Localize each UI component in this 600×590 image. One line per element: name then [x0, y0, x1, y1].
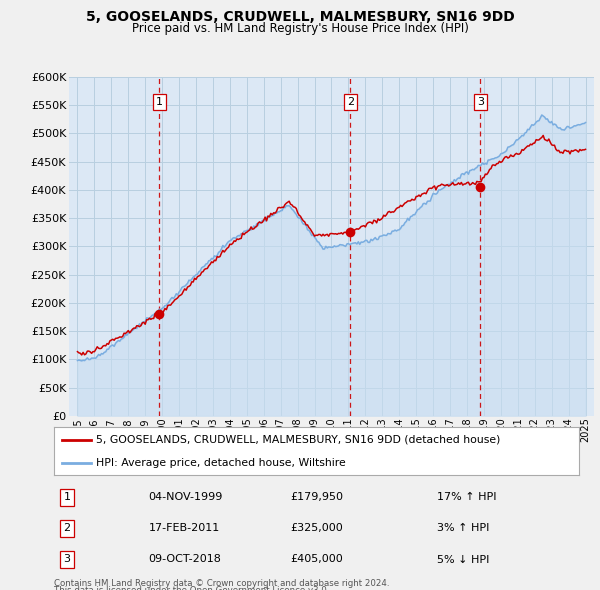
Text: 3: 3 [64, 555, 71, 565]
Text: 3% ↑ HPI: 3% ↑ HPI [437, 523, 490, 533]
Text: 1: 1 [156, 97, 163, 107]
Text: £179,950: £179,950 [290, 492, 343, 502]
Text: 04-NOV-1999: 04-NOV-1999 [149, 492, 223, 502]
Text: Price paid vs. HM Land Registry's House Price Index (HPI): Price paid vs. HM Land Registry's House … [131, 22, 469, 35]
Text: This data is licensed under the Open Government Licence v3.0.: This data is licensed under the Open Gov… [54, 586, 329, 590]
Text: 5, GOOSELANDS, CRUDWELL, MALMESBURY, SN16 9DD: 5, GOOSELANDS, CRUDWELL, MALMESBURY, SN1… [86, 10, 514, 24]
Text: 17% ↑ HPI: 17% ↑ HPI [437, 492, 497, 502]
Text: 1: 1 [64, 492, 71, 502]
Text: 2: 2 [347, 97, 354, 107]
Text: HPI: Average price, detached house, Wiltshire: HPI: Average price, detached house, Wilt… [96, 458, 346, 468]
Text: 17-FEB-2011: 17-FEB-2011 [149, 523, 220, 533]
Text: £405,000: £405,000 [290, 555, 343, 565]
Text: 2: 2 [64, 523, 71, 533]
Text: 5, GOOSELANDS, CRUDWELL, MALMESBURY, SN16 9DD (detached house): 5, GOOSELANDS, CRUDWELL, MALMESBURY, SN1… [96, 435, 500, 445]
Text: £325,000: £325,000 [290, 523, 343, 533]
Text: Contains HM Land Registry data © Crown copyright and database right 2024.: Contains HM Land Registry data © Crown c… [54, 579, 389, 588]
Text: 5% ↓ HPI: 5% ↓ HPI [437, 555, 490, 565]
Text: 3: 3 [476, 97, 484, 107]
Text: 09-OCT-2018: 09-OCT-2018 [149, 555, 221, 565]
